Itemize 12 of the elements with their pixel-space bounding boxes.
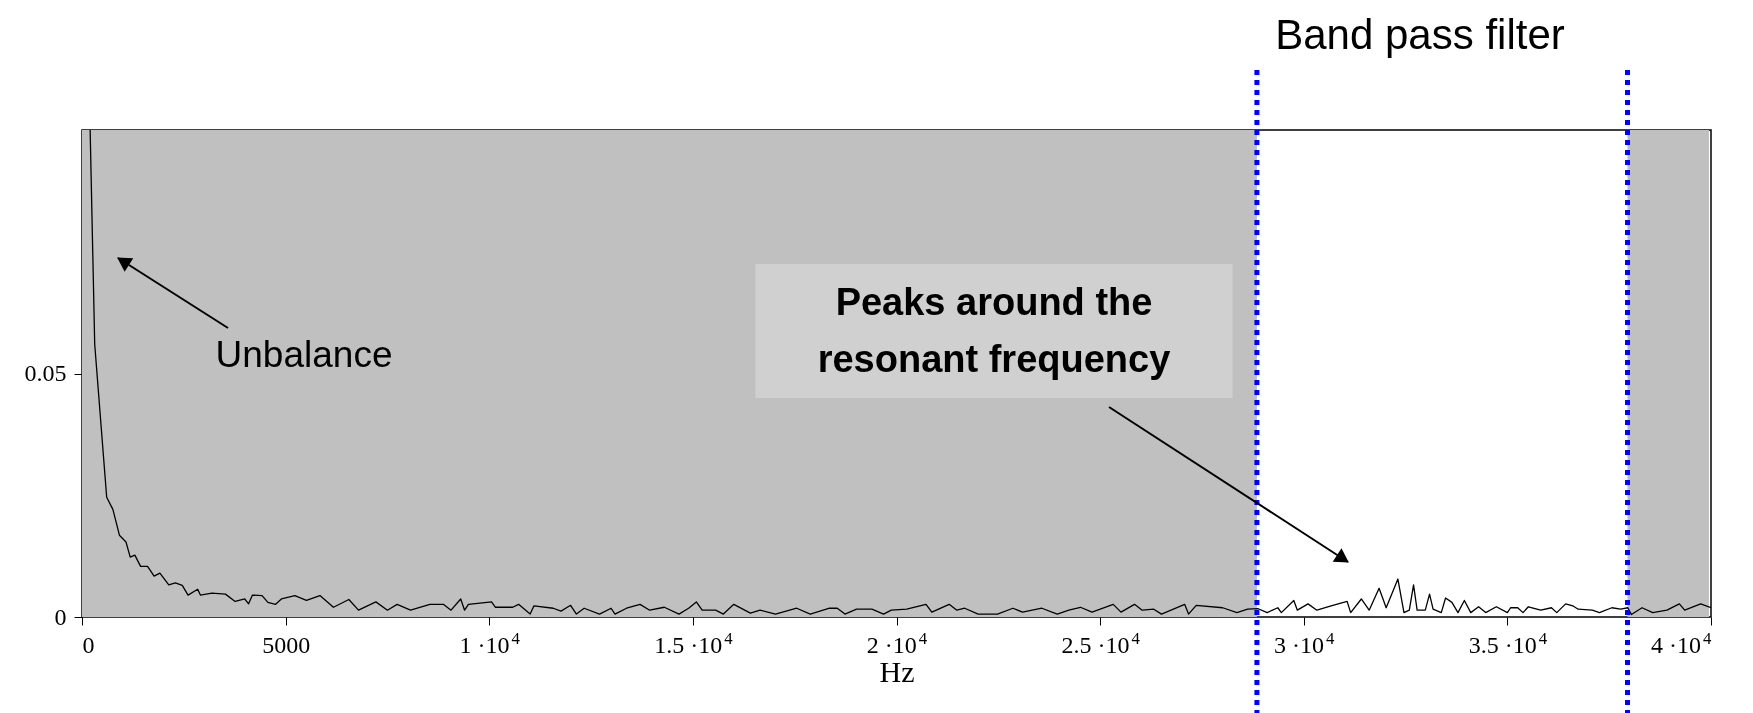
annotation: Unbalance	[215, 334, 393, 375]
x-tick-label: 4 ·10$^{4}$	[1651, 628, 1713, 658]
text: Band pass filter	[1275, 11, 1565, 58]
annotation: Peaks around the resonant frequency	[817, 281, 1171, 381]
y-tick-label: 0.05	[24, 360, 67, 386]
x-tick-label: 0	[82, 631, 95, 658]
x-tick-label: 3.5 ·10$^{4}$	[1468, 628, 1548, 658]
x-tick-label: 1.5 ·10$^{4}$	[654, 628, 734, 658]
x-tick-label: 5000	[262, 631, 311, 658]
x-tick-label: 1 ·10$^{4}$	[459, 628, 521, 658]
x-tick-label: 2.5 ·10$^{4}$	[1061, 628, 1141, 658]
x-tick-label: 3 ·10$^{4}$	[1274, 628, 1336, 658]
